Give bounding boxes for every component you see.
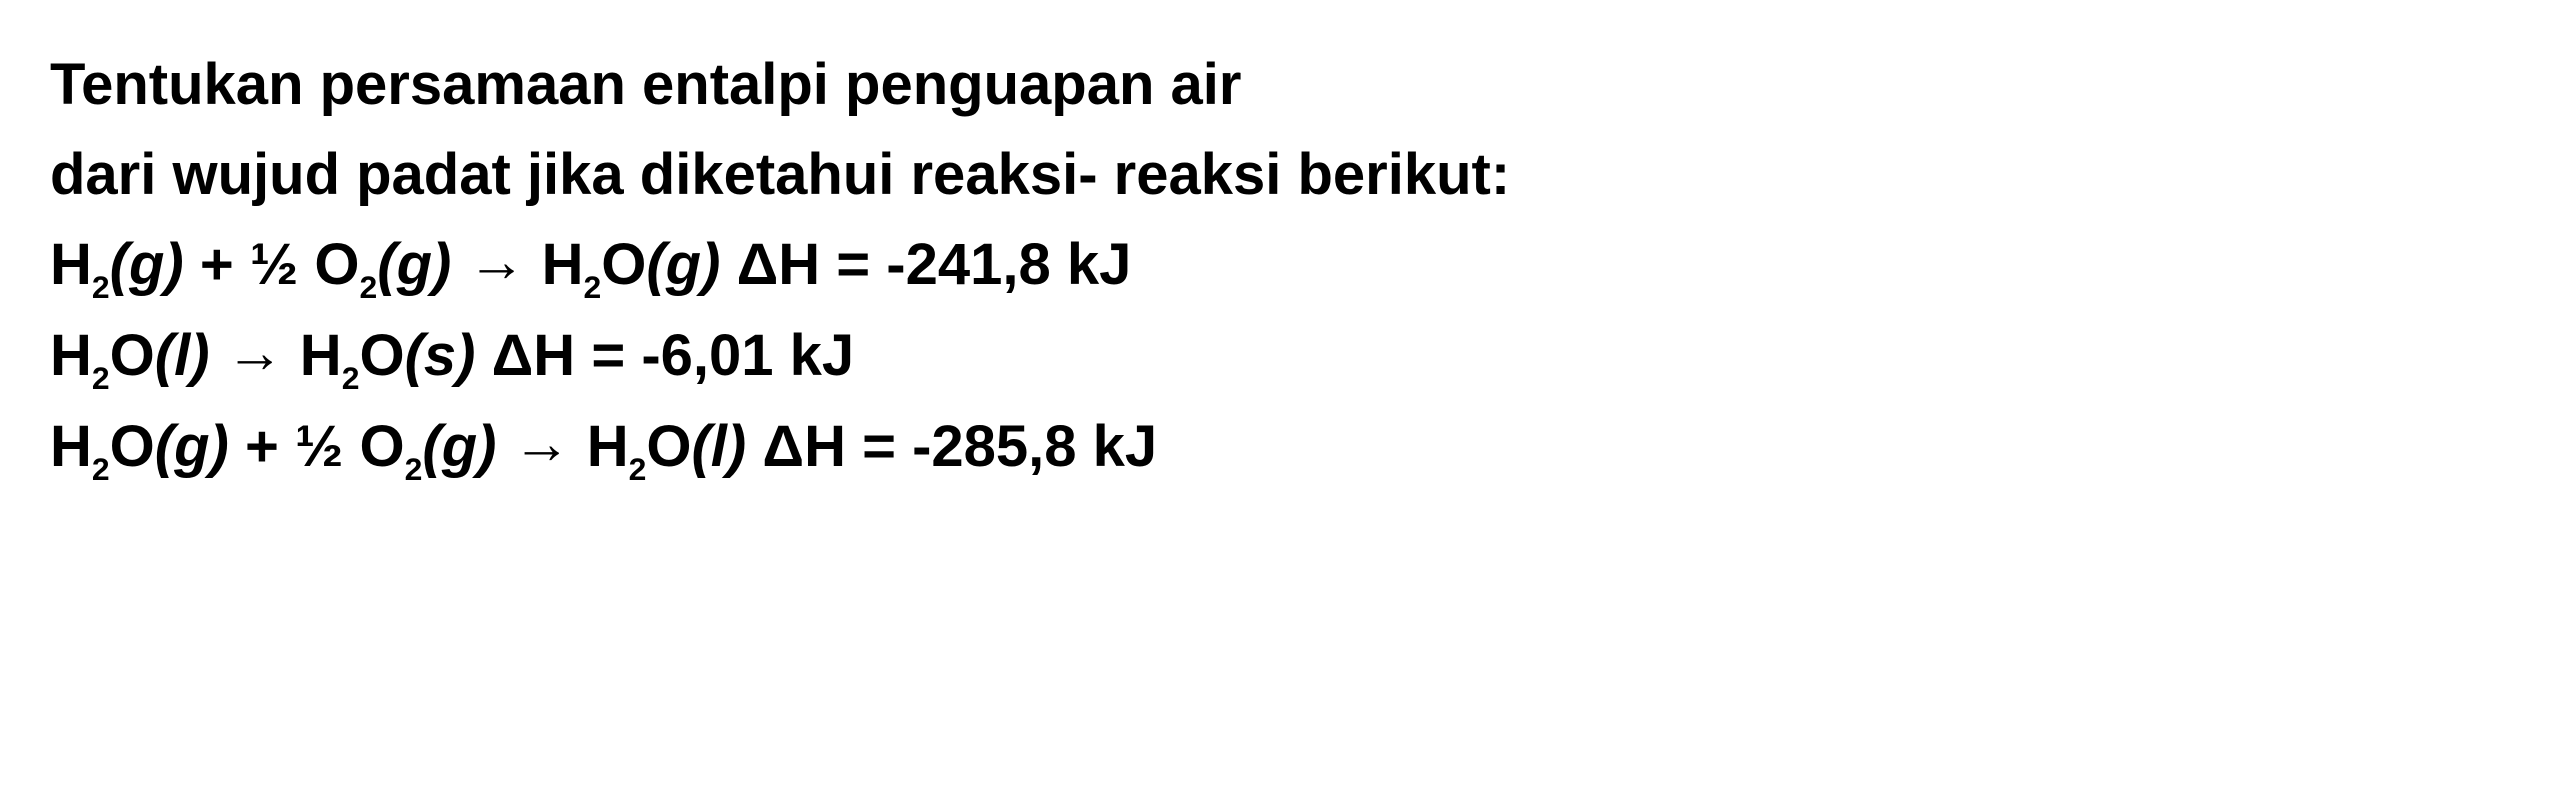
equation-3: H2O(g) + ½ O2(g) → H2O(l) ΔH = -285,8 kJ	[50, 402, 2521, 493]
eq2-product-1: H2O(s)	[300, 323, 476, 388]
eq2-unit: kJ	[790, 323, 855, 388]
eq1-reactant-2: ½ O2(g)	[250, 232, 451, 297]
delta-h-label: ΔH	[492, 323, 592, 388]
eq3-reactant-2: ½ O2(g)	[295, 414, 496, 479]
arrow-icon: →	[467, 217, 525, 307]
equals-sign: =	[591, 323, 625, 388]
eq3-product-1: H2O(l)	[587, 414, 747, 479]
equation-1: H2(g) + ½ O2(g) → H2O(g) ΔH = -241,8 kJ	[50, 220, 2521, 311]
plus-sign: +	[200, 232, 250, 297]
plus-sign: +	[245, 414, 295, 479]
problem-text-line-2: dari wujud padat jika diketahui reaksi- …	[50, 130, 2521, 220]
equation-2: H2O(l) → H2O(s) ΔH = -6,01 kJ	[50, 311, 2521, 402]
delta-h-label: ΔH	[762, 414, 862, 479]
arrow-icon: →	[513, 399, 571, 489]
eq1-reactant-1: H2(g)	[50, 232, 184, 297]
equals-sign: =	[836, 232, 870, 297]
problem-text-line-1: Tentukan persamaan entalpi penguapan air	[50, 40, 2521, 130]
eq2-reactant-1: H2O(l)	[50, 323, 210, 388]
eq2-value: -6,01	[641, 323, 789, 388]
eq3-unit: kJ	[1093, 414, 1158, 479]
arrow-icon: →	[226, 308, 284, 398]
eq1-product-1: H2O(g)	[542, 232, 721, 297]
delta-h-label: ΔH	[737, 232, 837, 297]
eq1-unit: kJ	[1067, 232, 1132, 297]
chemistry-problem: Tentukan persamaan entalpi penguapan air…	[50, 40, 2521, 493]
eq1-value: -241,8	[886, 232, 1067, 297]
eq3-value: -285,8	[912, 414, 1093, 479]
equals-sign: =	[862, 414, 896, 479]
eq3-reactant-1: H2O(g)	[50, 414, 229, 479]
